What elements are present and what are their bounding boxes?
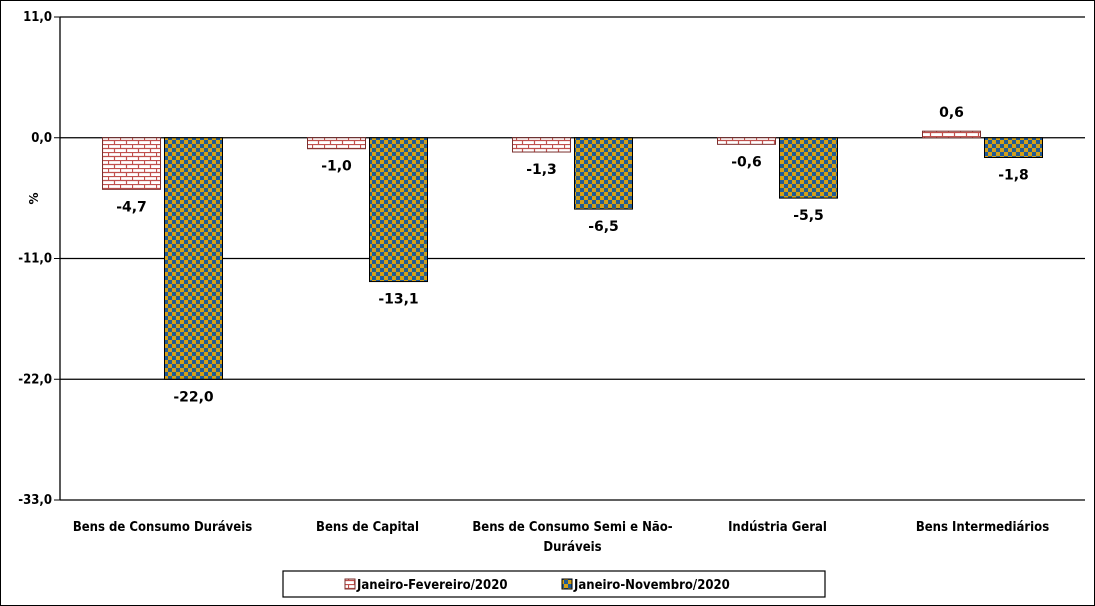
category-label: Bens de Consumo Semi e Não- (472, 520, 672, 535)
y-tick-label: -33,0 (18, 493, 52, 508)
bar (574, 137, 633, 210)
bar (102, 137, 161, 190)
legend-label: Janeiro-Fevereiro/2020 (356, 578, 507, 593)
data-label: -1,0 (321, 159, 352, 175)
legend-swatch (344, 578, 356, 590)
gridlines (60, 16, 1085, 501)
bar (164, 137, 223, 380)
data-label: -0,6 (731, 154, 762, 170)
legend-swatch (561, 578, 573, 590)
data-label: -6,5 (588, 219, 619, 235)
category-label: Bens de Consumo Duráveis (73, 520, 252, 535)
bar (779, 137, 838, 199)
bar (307, 137, 366, 150)
axes: 11,0 0,0 -11,0 -22,0 -33,0% (18, 10, 61, 508)
y-tick-label: -22,0 (18, 372, 52, 387)
data-label: -5,5 (793, 208, 824, 224)
category-label: Indústria Geral (728, 520, 827, 535)
category-label: Duráveis (543, 540, 601, 555)
data-label: -4,7 (116, 199, 147, 215)
bar (922, 130, 981, 139)
category-label: Bens Intermediários (916, 520, 1049, 535)
bar (717, 137, 776, 145)
category-label: Bens de Capital (316, 520, 419, 535)
bar (512, 137, 571, 153)
y-axis-title: % (27, 192, 41, 204)
data-label: -13,1 (378, 292, 418, 308)
legend-box (282, 570, 826, 598)
bars (102, 130, 1043, 380)
bar (984, 137, 1043, 159)
data-label: -1,8 (998, 168, 1029, 184)
legend: Janeiro-Fevereiro/2020 Janeiro-Novembro/2… (282, 570, 826, 598)
labels: -4,7 -22,0 Bens de Consumo Duráveis -1,0 -13… (73, 105, 1049, 555)
bar (369, 137, 428, 283)
y-tick-label: 11,0 (23, 10, 52, 25)
legend-label: Janeiro-Novembro/2020 (573, 578, 730, 593)
y-tick-label: 0,0 (31, 131, 52, 146)
data-label: -22,0 (173, 389, 214, 405)
y-tick-label: -11,0 (18, 252, 52, 267)
data-label: -1,3 (526, 162, 557, 178)
data-label: 0,6 (939, 105, 964, 121)
